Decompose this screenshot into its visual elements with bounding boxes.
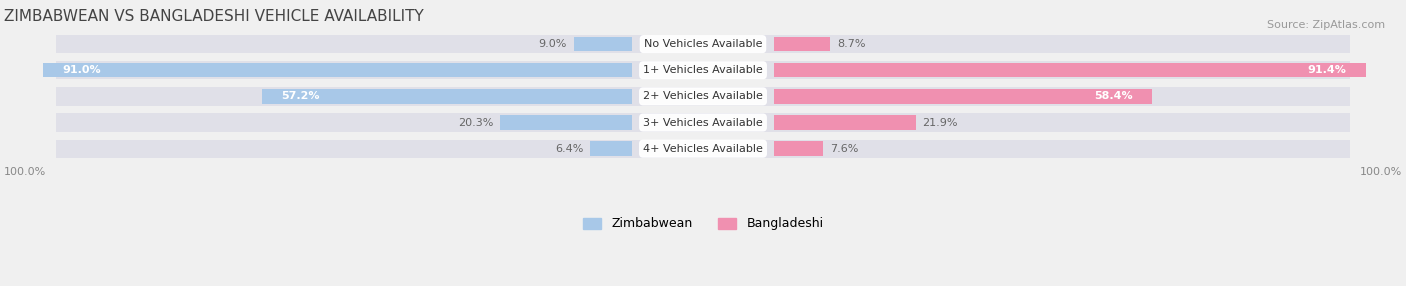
Bar: [703, 87, 1350, 106]
Bar: [56, 140, 703, 158]
Text: 20.3%: 20.3%: [458, 118, 494, 128]
Bar: [775, 89, 1152, 104]
Bar: [56, 35, 703, 53]
Bar: [56, 61, 703, 80]
Text: 6.4%: 6.4%: [555, 144, 583, 154]
Bar: [56, 113, 703, 132]
Text: 8.7%: 8.7%: [837, 39, 866, 49]
Bar: [775, 63, 1365, 78]
Text: 2+ Vehicles Available: 2+ Vehicles Available: [643, 92, 763, 101]
Text: Source: ZipAtlas.com: Source: ZipAtlas.com: [1267, 20, 1385, 30]
Text: ZIMBABWEAN VS BANGLADESHI VEHICLE AVAILABILITY: ZIMBABWEAN VS BANGLADESHI VEHICLE AVAILA…: [4, 9, 425, 24]
Bar: [703, 113, 1350, 132]
Text: No Vehicles Available: No Vehicles Available: [644, 39, 762, 49]
Bar: [775, 142, 824, 156]
Legend: Zimbabwean, Bangladeshi: Zimbabwean, Bangladeshi: [578, 212, 828, 235]
Bar: [501, 115, 631, 130]
Bar: [262, 89, 631, 104]
Bar: [56, 87, 703, 106]
Text: 91.0%: 91.0%: [62, 65, 101, 75]
Bar: [574, 37, 631, 51]
Text: 3+ Vehicles Available: 3+ Vehicles Available: [643, 118, 763, 128]
Bar: [703, 140, 1350, 158]
Text: 58.4%: 58.4%: [1094, 92, 1133, 101]
Text: 100.0%: 100.0%: [1360, 168, 1402, 178]
Text: 1+ Vehicles Available: 1+ Vehicles Available: [643, 65, 763, 75]
Bar: [775, 115, 915, 130]
Bar: [703, 35, 1350, 53]
Text: 21.9%: 21.9%: [922, 118, 957, 128]
Bar: [44, 63, 631, 78]
Text: 100.0%: 100.0%: [4, 168, 46, 178]
Text: 7.6%: 7.6%: [830, 144, 858, 154]
Text: 9.0%: 9.0%: [538, 39, 567, 49]
Text: 57.2%: 57.2%: [281, 92, 319, 101]
Bar: [591, 142, 631, 156]
Text: 91.4%: 91.4%: [1308, 65, 1346, 75]
Text: 4+ Vehicles Available: 4+ Vehicles Available: [643, 144, 763, 154]
Bar: [775, 37, 831, 51]
Bar: [703, 61, 1350, 80]
